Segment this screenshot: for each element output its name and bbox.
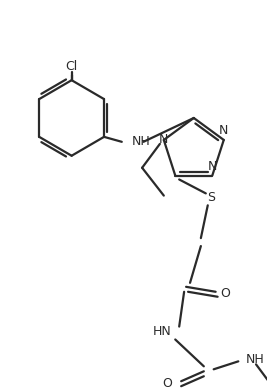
Text: NH: NH — [246, 353, 265, 366]
Text: HN: HN — [153, 325, 171, 338]
Text: N: N — [159, 133, 168, 147]
Text: NH: NH — [132, 135, 150, 148]
Text: N: N — [219, 124, 228, 137]
Text: Cl: Cl — [66, 60, 78, 73]
Text: O: O — [163, 377, 172, 390]
Text: O: O — [221, 287, 230, 300]
Text: N: N — [208, 160, 217, 172]
Text: S: S — [207, 191, 215, 204]
